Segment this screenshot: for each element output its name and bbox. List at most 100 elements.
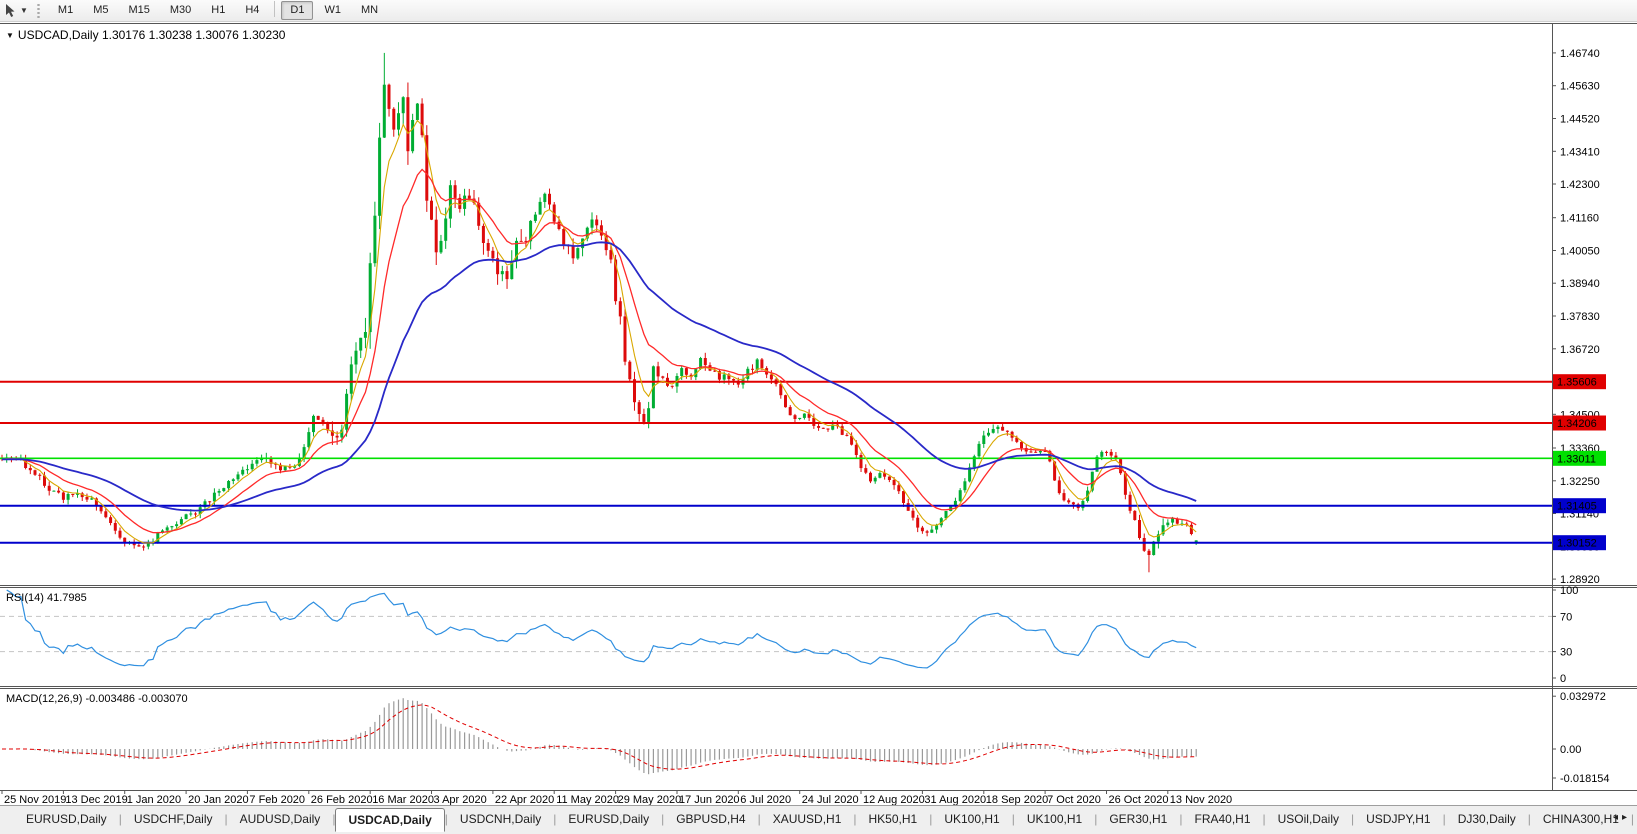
svg-text:26 Oct 2020: 26 Oct 2020 <box>1109 794 1169 805</box>
svg-text:1.45630: 1.45630 <box>1560 81 1600 93</box>
symbol-tab-13-usoil-daily[interactable]: USOil,Daily <box>1277 812 1339 826</box>
svg-text:1.31405: 1.31405 <box>1557 501 1597 513</box>
tab-separator: | <box>661 812 665 826</box>
tab-scroll-right-icon[interactable]: ▸ <box>1621 812 1631 823</box>
symbol-tab-1-usdchf-daily[interactable]: USDCHF,Daily <box>133 812 213 826</box>
svg-text:26 Feb 2020: 26 Feb 2020 <box>311 794 373 805</box>
svg-text:31 Aug 2020: 31 Aug 2020 <box>924 794 986 805</box>
svg-text:1.36720: 1.36720 <box>1560 344 1600 356</box>
symbol-tab-5-eurusd-daily[interactable]: EURUSD,Daily <box>568 812 650 826</box>
tab-separator: | <box>1262 812 1266 826</box>
timeframe-button-h1[interactable]: H1 <box>211 4 226 16</box>
svg-text:11 May 2020: 11 May 2020 <box>556 794 619 805</box>
svg-text:24 Jul 2020: 24 Jul 2020 <box>802 794 859 805</box>
svg-text:13 Nov 2020: 13 Nov 2020 <box>1170 794 1232 805</box>
symbol-tab-15-dj30-daily[interactable]: DJ30,Daily <box>1457 812 1516 826</box>
svg-text:70: 70 <box>1560 611 1572 623</box>
cursor-dropdown-caret-icon[interactable]: ▼ <box>20 6 28 15</box>
symbol-tab-16-china300-h1[interactable]: CHINA300,H1 <box>1542 812 1619 826</box>
tab-separator: | <box>1350 812 1355 826</box>
timeframe-button-m15[interactable]: M15 <box>128 4 150 16</box>
tab-separator: | <box>1094 812 1098 826</box>
timeframe-button-m1[interactable]: M1 <box>57 4 74 16</box>
svg-text:29 May 2020: 29 May 2020 <box>618 794 682 805</box>
toolbar-separator <box>274 1 276 17</box>
tab-separator: | <box>224 812 228 826</box>
svg-text:30: 30 <box>1560 647 1572 659</box>
svg-text:12 Aug 2020: 12 Aug 2020 <box>863 794 925 805</box>
svg-text:1.43410: 1.43410 <box>1560 146 1600 158</box>
svg-text:1.46740: 1.46740 <box>1560 48 1600 60</box>
symbol-tab-11-ger30-h1[interactable]: GER30,H1 <box>1109 812 1168 826</box>
svg-text:0: 0 <box>1560 673 1566 685</box>
svg-text:0.032972: 0.032972 <box>1560 691 1606 703</box>
symbol-tab-9-uk100-h1[interactable]: UK100,H1 <box>944 812 1000 826</box>
timeframe-button-w1[interactable]: W1 <box>324 4 341 16</box>
timeframe-button-h4[interactable]: H4 <box>245 4 260 16</box>
chart-ohlc-values: 1.30176 1.30238 1.30076 1.30230 <box>101 28 286 42</box>
chart-canvas[interactable]: 1.46740 1.45630 1.44520 1.43410 1.42300 1.411… <box>0 22 1637 805</box>
svg-text:1.32250: 1.32250 <box>1560 476 1600 488</box>
svg-text:1.42300: 1.42300 <box>1560 179 1600 191</box>
symbol-tab-14-usdjpy-h1[interactable]: USDJPY,H1 <box>1366 812 1431 826</box>
svg-text:1.38940: 1.38940 <box>1560 278 1600 290</box>
svg-text:3 Apr 2020: 3 Apr 2020 <box>434 794 487 805</box>
svg-text:18 Sep 2020: 18 Sep 2020 <box>986 794 1048 805</box>
symbol-tabs: EURUSD,Daily | USDCHF,Daily | AUDUSD,Daily | U… <box>14 808 1637 832</box>
svg-text:-0.018154: -0.018154 <box>1560 773 1610 785</box>
timeframe-button-mn[interactable]: MN <box>360 4 379 16</box>
symbol-tab-7-xauusd-h1[interactable]: XAUUSD,H1 <box>772 812 842 826</box>
symbol-tab-3-usdcad-daily[interactable]: USDCAD,Daily <box>335 808 445 832</box>
svg-text:1.34206: 1.34206 <box>1557 418 1597 430</box>
svg-text:17 Jun 2020: 17 Jun 2020 <box>679 794 740 805</box>
symbol-tab-8-hk50-h1[interactable]: HK50,H1 <box>868 812 918 826</box>
tab-separator: | <box>929 812 933 826</box>
symbol-tab-6-gbpusd-h4[interactable]: GBPUSD,H4 <box>676 812 746 826</box>
svg-text:6 Jul 2020: 6 Jul 2020 <box>740 794 791 805</box>
svg-text:1.40050: 1.40050 <box>1560 246 1600 258</box>
svg-text:16 Mar 2020: 16 Mar 2020 <box>372 794 434 805</box>
svg-text:22 Apr 2020: 22 Apr 2020 <box>495 794 554 805</box>
tab-separator: | <box>757 812 761 826</box>
timeframe-button-d1[interactable]: D1 <box>281 1 314 20</box>
svg-text:1.35606: 1.35606 <box>1557 377 1597 389</box>
tab-separator: | <box>444 812 448 826</box>
symbol-tab-10-uk100-h1[interactable]: UK100,H1 <box>1026 812 1083 826</box>
chart-symbol-label: USDCAD,Daily <box>17 28 99 42</box>
svg-text:1.28920: 1.28920 <box>1560 574 1600 586</box>
svg-text:1.33011: 1.33011 <box>1557 453 1596 465</box>
tab-separator: | <box>853 812 857 826</box>
tab-separator: | <box>332 812 336 826</box>
svg-text:1.44520: 1.44520 <box>1560 114 1600 126</box>
timeframe-button-m30[interactable]: M30 <box>169 4 192 16</box>
symbol-tab-4-usdcnh-daily[interactable]: USDCNH,Daily <box>459 812 542 826</box>
tab-scroll-arrows: ◂▸ <box>1613 812 1631 823</box>
macd-indicator-label: MACD(12,26,9) -0.003486 -0.003070 <box>6 693 188 705</box>
symbol-tabbar: EURUSD,Daily | USDCHF,Daily | AUDUSD,Daily | U… <box>0 805 1637 834</box>
svg-text:25 Nov 2019: 25 Nov 2019 <box>4 794 66 805</box>
toolbar: ▼ M1 M5 M15 M30 H1 H4 D1 W1 MN <box>0 0 1637 22</box>
rsi-indicator-label: RSI(14) 41.7985 <box>6 592 87 604</box>
cursor-tool-icon[interactable] <box>3 3 19 19</box>
tab-separator: | <box>1630 812 1635 826</box>
tab-separator: | <box>553 812 557 826</box>
symbol-tab-2-audusd-daily[interactable]: AUDUSD,Daily <box>239 812 321 826</box>
svg-text:0.00: 0.00 <box>1560 744 1581 756</box>
tab-scroll-left-icon[interactable]: ◂ <box>1612 812 1622 823</box>
tab-separator: | <box>1011 812 1015 826</box>
chart-window: 1.46740 1.45630 1.44520 1.43410 1.42300 1.411… <box>0 22 1637 805</box>
tab-separator: | <box>118 812 122 826</box>
tab-separator: | <box>1442 812 1446 826</box>
svg-text:7 Oct 2020: 7 Oct 2020 <box>1047 794 1101 805</box>
symbol-tab-12-fra40-h1[interactable]: FRA40,H1 <box>1194 812 1251 826</box>
tab-separator: | <box>1527 812 1531 826</box>
svg-text:20 Jan 2020: 20 Jan 2020 <box>188 794 249 805</box>
toolbar-grip[interactable] <box>35 3 41 18</box>
svg-text:7 Feb 2020: 7 Feb 2020 <box>249 794 305 805</box>
svg-text:1.41160: 1.41160 <box>1560 213 1599 225</box>
symbol-tab-0-eurusd-daily[interactable]: EURUSD,Daily <box>26 812 107 826</box>
chart-title: ▼ USDCAD,Daily 1.30176 1.30238 1.30076 1.… <box>6 28 285 42</box>
svg-text:100: 100 <box>1560 585 1578 597</box>
timeframe-button-m5[interactable]: M5 <box>93 4 109 16</box>
chart-collapse-icon[interactable]: ▼ <box>6 31 14 40</box>
